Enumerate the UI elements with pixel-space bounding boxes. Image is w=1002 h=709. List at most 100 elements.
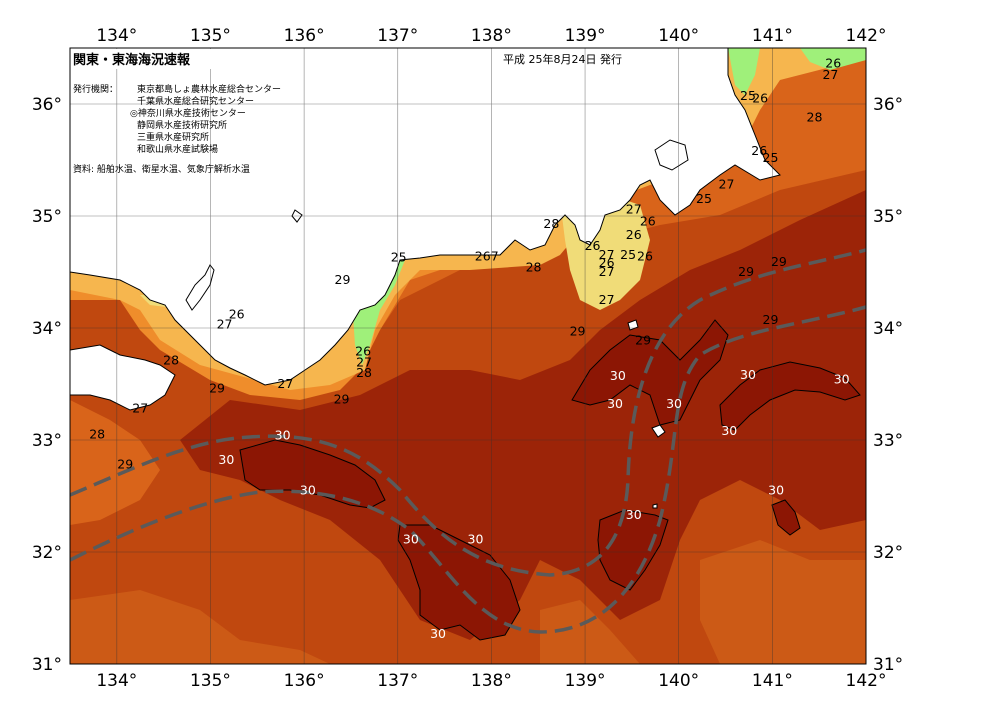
isotherm-label: 26 — [229, 307, 245, 322]
issuer-4: 三重県水産研究所 — [137, 131, 209, 143]
sea-30-core-center — [571, 319, 729, 426]
isotherm-label: 30 — [768, 482, 784, 497]
kuroshio-axis — [70, 248, 866, 634]
longitude-tick-label: 134° — [96, 671, 137, 691]
isotherm-label: 25 — [740, 88, 756, 103]
isotherm-label: 29 — [738, 264, 754, 279]
latitude-tick-label: 35° — [873, 207, 903, 227]
longitude-tick-label: 140° — [658, 26, 699, 46]
isotherm-label: 25 — [620, 247, 636, 262]
isotherm-label: 26 — [599, 255, 615, 270]
land-awaji — [185, 264, 215, 311]
kuroshio-axis-line-b — [70, 305, 866, 634]
latitude-tick-label: 32° — [873, 543, 903, 563]
isotherm-label: 26 — [825, 56, 841, 71]
isotherm-label: 27 — [599, 247, 615, 262]
latitude-tick-label: 33° — [873, 431, 903, 451]
isotherm-label: 29 — [334, 392, 350, 407]
sea-29-east-patch — [700, 540, 866, 664]
issuer-1: 千葉県水産総合研究センター — [137, 95, 254, 107]
longitude-tick-label: 139° — [565, 671, 606, 691]
isotherm-label: 29 — [335, 272, 351, 287]
kuroshio-axis-line-a — [70, 248, 866, 577]
longitude-tick-label: 142° — [846, 671, 887, 691]
issuer-0: 東京都島しょ農林水産総合センター — [137, 83, 281, 95]
latitude-labels-left: 36° 35° 34° 33° 32° 31° — [32, 95, 62, 675]
land-masses — [70, 48, 781, 509]
isotherm-label: 29 — [763, 312, 779, 327]
isotherm-label: 30 — [275, 428, 291, 443]
longitude-tick-label: 135° — [190, 26, 231, 46]
data-sources: 資料: 船舶水温、衛星水温、気象庁解析水温 — [73, 163, 250, 175]
isotherm-label: 30 — [300, 482, 316, 497]
isotherm-label: 28 — [163, 352, 179, 367]
latitude-tick-label: 36° — [32, 95, 62, 115]
longitude-tick-label: 135° — [190, 671, 231, 691]
isotherm-label: 29 — [117, 457, 133, 472]
coastal-below25-band-north — [728, 48, 760, 95]
isotherm-label: 28 — [356, 365, 372, 380]
isotherm-label: 27 — [599, 292, 615, 307]
isotherm-label: 27 — [822, 67, 838, 82]
isotherm-label: 27 — [132, 401, 148, 416]
longitude-tick-label: 140° — [658, 671, 699, 691]
isotherm-label: 28 — [807, 109, 823, 124]
longitude-tick-label: 141° — [752, 671, 793, 691]
latitude-tick-label: 31° — [32, 655, 62, 675]
isotherm-label: 27 — [599, 264, 615, 279]
title-backdrop — [71, 49, 291, 69]
longitude-tick-label: 138° — [471, 671, 512, 691]
latitude-tick-label: 34° — [873, 319, 903, 339]
isotherm-label: 30 — [218, 452, 234, 467]
isotherm-label: 25 — [763, 150, 779, 165]
isotherm-label: 27 — [719, 177, 735, 192]
isotherm-label: 30 — [468, 532, 484, 547]
latitude-tick-label: 31° — [873, 655, 903, 675]
coastal-below25-band-ne — [800, 48, 866, 70]
isotherm-label: 30 — [740, 367, 756, 382]
isotherm-label: 25 — [696, 191, 712, 206]
longitude-tick-label: 136° — [284, 671, 325, 691]
isotherm-label: 26 — [626, 227, 642, 242]
isotherm-label: 30 — [403, 532, 419, 547]
longitude-tick-label: 136° — [284, 26, 325, 46]
longitude-labels-top: 134° 135° 136° 137° 138° 139° 140° 141° 142° — [96, 26, 886, 46]
sea-30-core-izu — [597, 509, 669, 591]
isotherm-label: 26 — [752, 90, 768, 105]
isotherm-label: 30 — [626, 507, 642, 522]
latitude-tick-label: 32° — [32, 543, 62, 563]
isotherm-label: 28 — [89, 426, 105, 441]
issuer-block: 発行機関： 東京都島しょ農林水産総合センター 千葉県水産総合研究センター ◎神奈… — [73, 83, 281, 175]
land-miyake — [651, 424, 666, 438]
latitude-tick-label: 34° — [32, 319, 62, 339]
issuer-3: 静岡県水産技術研究所 — [137, 119, 227, 131]
longitude-tick-label: 137° — [377, 671, 418, 691]
land-izu-oshima — [627, 319, 639, 331]
sea-30-core-east — [719, 361, 861, 431]
latitude-tick-label: 33° — [32, 431, 62, 451]
isotherm-label: 25 — [391, 249, 407, 264]
graticule — [70, 48, 866, 664]
land-honshu — [70, 48, 781, 386]
longitude-tick-label: 139° — [565, 26, 606, 46]
issue-date: 平成 25年8月24日 発行 — [503, 52, 622, 66]
sea-30-core-southeast — [771, 499, 801, 536]
isotherm-label: 29 — [635, 332, 651, 347]
land-chiba-inner — [654, 139, 689, 171]
isotherm-label: 30 — [721, 423, 737, 438]
land-shikoku — [70, 344, 176, 411]
sea-29-south-patch — [70, 590, 330, 664]
sea-30-core-west — [239, 439, 386, 509]
sea-29-south-patch-2 — [540, 600, 640, 664]
isotherm-label: 29 — [209, 380, 225, 395]
isotherm-label: 29 — [771, 254, 787, 269]
sea-28-west — [70, 400, 160, 525]
isotherm-label: 30 — [834, 372, 850, 387]
isotherm-label: 26 — [640, 214, 656, 229]
longitude-tick-label: 142° — [846, 26, 887, 46]
issuer-5: 和歌山県水産試験場 — [137, 143, 218, 155]
latitude-tick-label: 35° — [32, 207, 62, 227]
plot-frame — [69, 47, 867, 665]
